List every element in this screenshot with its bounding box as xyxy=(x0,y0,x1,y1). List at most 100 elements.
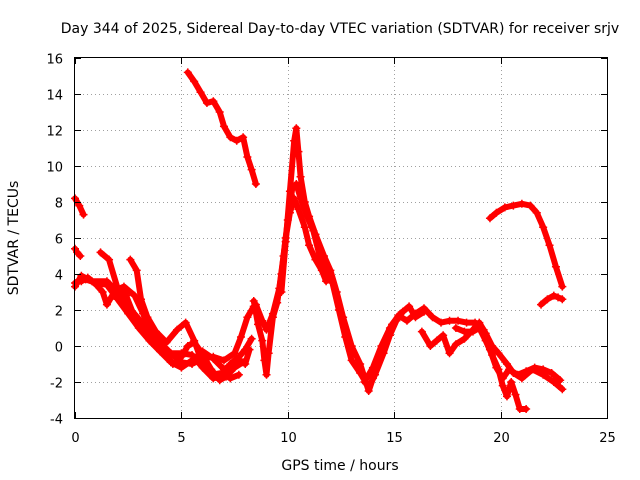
series-track-b xyxy=(71,244,85,260)
data-point xyxy=(528,365,537,374)
data-point xyxy=(215,376,224,385)
data-point xyxy=(264,349,273,358)
data-point xyxy=(268,309,277,318)
data-point xyxy=(177,363,186,372)
data-point xyxy=(368,363,377,372)
data-point xyxy=(485,214,494,223)
data-point xyxy=(360,378,369,386)
data-point xyxy=(119,282,128,291)
data-point xyxy=(209,97,218,106)
data-point xyxy=(190,336,199,345)
data-point xyxy=(247,334,256,343)
data-point xyxy=(462,318,471,327)
x-tick-labels: 0 5 10 15 20 25 xyxy=(71,431,615,446)
data-point xyxy=(319,252,328,260)
data-point xyxy=(551,262,560,271)
y-tick-labels: -4 -2 0 2 4 6 8 10 12 14 16 xyxy=(46,53,63,428)
data-point xyxy=(113,295,122,304)
data-point xyxy=(488,351,497,359)
data-point xyxy=(209,354,218,363)
data-point xyxy=(356,360,365,368)
data-point xyxy=(339,313,348,322)
data-point xyxy=(143,313,152,322)
data-point xyxy=(526,201,535,210)
data-point xyxy=(285,187,294,196)
series-track-i xyxy=(251,180,407,392)
data-point xyxy=(300,223,309,232)
chart-title: Day 344 of 2025, Sidereal Day-to-day VTE… xyxy=(61,21,619,37)
data-point xyxy=(494,365,503,374)
data-point xyxy=(426,342,435,350)
data-point xyxy=(481,336,490,345)
data-point xyxy=(532,208,541,217)
data-point xyxy=(549,378,558,386)
y-tick-label: -4 xyxy=(50,413,63,428)
data-point xyxy=(260,356,269,365)
data-point xyxy=(79,210,88,219)
data-point xyxy=(160,347,169,356)
data-point xyxy=(230,363,239,372)
data-point xyxy=(454,316,463,325)
data-point xyxy=(126,255,135,264)
data-point xyxy=(219,356,228,365)
data-point xyxy=(500,203,509,212)
data-point xyxy=(236,333,245,341)
data-point xyxy=(311,230,320,239)
data-point xyxy=(239,133,248,142)
data-point xyxy=(151,327,160,336)
data-point xyxy=(277,288,286,296)
data-point xyxy=(511,390,520,399)
data-point xyxy=(290,136,299,145)
data-point xyxy=(517,374,526,383)
data-point xyxy=(419,304,428,313)
data-point xyxy=(475,324,484,332)
data-point xyxy=(437,318,446,327)
data-point xyxy=(77,277,86,286)
x-tick-label: 10 xyxy=(280,431,297,446)
data-point xyxy=(547,369,556,377)
data-point xyxy=(173,325,182,334)
data-point xyxy=(300,198,309,206)
data-point xyxy=(243,153,252,161)
data-point xyxy=(554,293,563,302)
data-point xyxy=(262,325,271,334)
x-tick-label: 5 xyxy=(177,431,185,446)
data-point xyxy=(251,300,260,309)
y-tick-label: 14 xyxy=(46,89,63,104)
data-point xyxy=(326,266,335,275)
data-point xyxy=(232,136,241,145)
data-point xyxy=(219,122,228,131)
data-point xyxy=(549,291,558,300)
data-point xyxy=(502,392,511,401)
data-point xyxy=(258,316,267,325)
data-point xyxy=(132,266,141,275)
data-point xyxy=(305,241,314,250)
data-point xyxy=(364,387,373,395)
x-axis-label: GPS time / hours xyxy=(281,458,398,474)
data-point xyxy=(247,165,256,174)
data-point xyxy=(188,351,197,359)
data-point xyxy=(556,376,565,385)
y-tick-label: 6 xyxy=(55,233,63,248)
series-line xyxy=(278,125,427,394)
data-point xyxy=(502,360,511,368)
data-point xyxy=(439,331,448,340)
data-point xyxy=(539,370,548,379)
data-point xyxy=(177,352,186,361)
data-point xyxy=(147,334,156,343)
data-point xyxy=(558,295,567,304)
data-point xyxy=(190,77,199,86)
series-track-f xyxy=(96,248,248,385)
series-line xyxy=(184,69,259,187)
data-point xyxy=(183,68,192,77)
axis-ticks xyxy=(75,58,608,419)
y-tick-label: 0 xyxy=(55,341,63,356)
data-point xyxy=(417,327,426,336)
data-point xyxy=(162,338,171,347)
data-point xyxy=(139,325,148,334)
data-point xyxy=(468,327,477,336)
data-point xyxy=(181,318,190,327)
data-point xyxy=(130,291,139,300)
data-point xyxy=(226,133,235,142)
